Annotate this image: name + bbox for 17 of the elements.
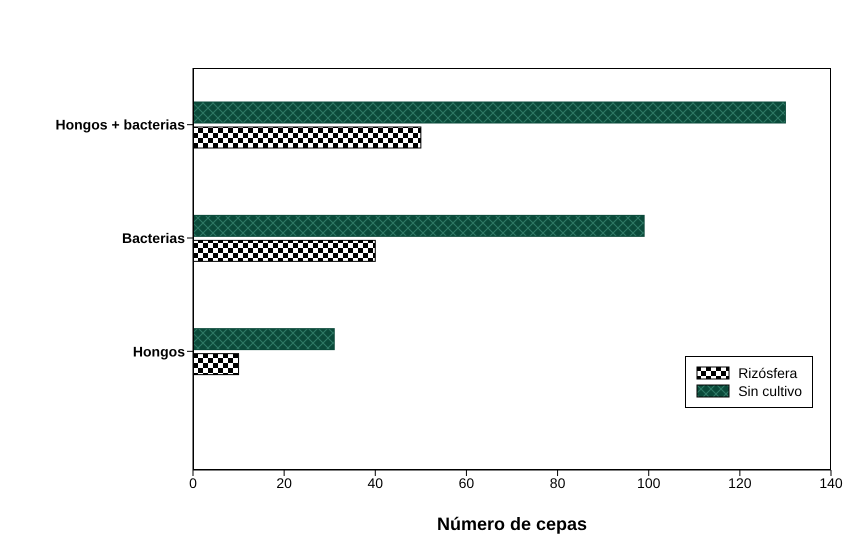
x-tick-label: 40 xyxy=(367,474,384,491)
legend-label: Rizósfera xyxy=(738,365,798,381)
x-tick-label: 100 xyxy=(637,474,661,491)
bar xyxy=(193,214,645,237)
x-tick-label: 20 xyxy=(276,474,292,491)
x-tick-label: 0 xyxy=(189,474,198,491)
y-tick-label: Hongos + bacterias xyxy=(55,116,186,133)
x-axis-title: Número de cepas xyxy=(436,514,588,534)
y-tick-label: Bacterias xyxy=(122,230,186,246)
bar xyxy=(193,102,786,124)
y-tick-label: Hongos xyxy=(132,343,186,360)
x-tick-label: 140 xyxy=(819,474,843,491)
x-tick-label: 120 xyxy=(728,474,752,491)
legend-label: Sin cultivo xyxy=(738,383,802,399)
x-tick-label: 60 xyxy=(458,474,474,491)
bar xyxy=(193,328,335,350)
x-tick-label: 80 xyxy=(550,474,566,491)
